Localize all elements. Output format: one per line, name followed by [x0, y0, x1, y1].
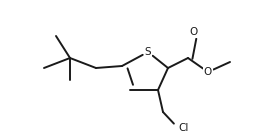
Text: Cl: Cl	[178, 123, 188, 133]
Text: O: O	[189, 27, 197, 37]
Text: S: S	[145, 47, 151, 57]
Text: O: O	[204, 67, 212, 77]
